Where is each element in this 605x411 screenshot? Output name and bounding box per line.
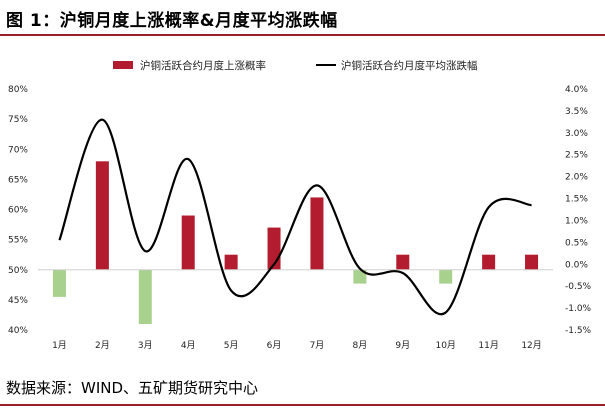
- right-tick-label: 1.0%: [565, 216, 588, 226]
- bar: [439, 269, 453, 284]
- right-tick-label: 4.0%: [565, 85, 588, 95]
- left-tick-label: 60%: [8, 206, 28, 216]
- bar: [525, 254, 539, 270]
- bar: [353, 269, 367, 284]
- right-tick-label: 3.0%: [565, 129, 588, 139]
- bar: [224, 254, 238, 270]
- x-tick-label: 3月: [138, 340, 153, 351]
- bar: [52, 269, 66, 297]
- left-tick-label: 55%: [8, 236, 28, 246]
- x-axis: 1月 2月 3月 4月 5月 6月 7月 8月 9月 10月 11月 12月: [52, 340, 542, 351]
- right-tick-label: 0.5%: [565, 238, 588, 248]
- left-tick-label: 65%: [8, 175, 28, 185]
- line-series: [58, 118, 532, 316]
- bar: [310, 197, 324, 270]
- left-tick-label: 80%: [8, 85, 28, 95]
- right-axis: -1.5% -1.0% -0.5% 0.0% 0.5% 1.0% 1.5% 2.0% 2.5% 3…: [565, 85, 592, 336]
- left-tick-label: 50%: [8, 266, 28, 276]
- page-title: 图 1：沪铜月度上涨概率&月度平均涨跌幅: [6, 11, 338, 31]
- right-tick-label: -1.0%: [565, 304, 592, 314]
- right-tick-label: -1.5%: [565, 326, 592, 336]
- x-tick-label: 7月: [310, 340, 325, 351]
- legend-bar-swatch: [113, 61, 133, 69]
- bar: [482, 254, 496, 270]
- bottom-rule: [0, 404, 605, 406]
- source-note: 数据来源：WIND、五矿期货研究中心: [6, 379, 259, 397]
- x-tick-label: 12月: [521, 340, 541, 351]
- x-tick-label: 5月: [224, 340, 239, 351]
- x-tick-label: 2月: [95, 340, 110, 351]
- right-tick-label: 0.0%: [565, 260, 588, 270]
- x-tick-label: 1月: [52, 340, 67, 351]
- right-tick-label: 2.5%: [565, 151, 588, 161]
- left-tick-label: 75%: [8, 115, 28, 125]
- x-tick-label: 4月: [181, 340, 196, 351]
- bar: [181, 215, 195, 270]
- left-axis: 40% 45% 50% 55% 60% 65% 70% 75% 80%: [8, 85, 28, 336]
- left-tick-label: 40%: [8, 326, 28, 336]
- right-tick-label: 2.0%: [565, 173, 588, 183]
- right-tick-label: 1.5%: [565, 195, 588, 205]
- left-tick-label: 45%: [8, 296, 28, 306]
- bar-series: [52, 161, 539, 324]
- x-tick-label: 11月: [478, 340, 498, 351]
- legend-bar-label: 沪铜活跃合约月度上涨概率: [140, 59, 266, 72]
- bar: [396, 254, 410, 270]
- left-tick-label: 70%: [8, 145, 28, 155]
- bar: [138, 269, 152, 324]
- x-tick-label: 6月: [267, 340, 282, 351]
- x-tick-label: 8月: [353, 340, 368, 351]
- bar: [95, 161, 109, 270]
- chart: 沪铜活跃合约月度上涨概率 沪铜活跃合约月度平均涨跌幅 40% 45% 50% 55% 6…: [8, 59, 592, 351]
- x-tick-label: 9月: [395, 340, 410, 351]
- legend-line-label: 沪铜活跃合约月度平均涨跌幅: [341, 59, 478, 72]
- legend: 沪铜活跃合约月度上涨概率 沪铜活跃合约月度平均涨跌幅: [113, 59, 478, 72]
- right-tick-label: -0.5%: [565, 282, 592, 292]
- x-tick-label: 10月: [435, 340, 455, 351]
- right-tick-label: 3.5%: [565, 107, 588, 117]
- title-rule: [0, 34, 605, 36]
